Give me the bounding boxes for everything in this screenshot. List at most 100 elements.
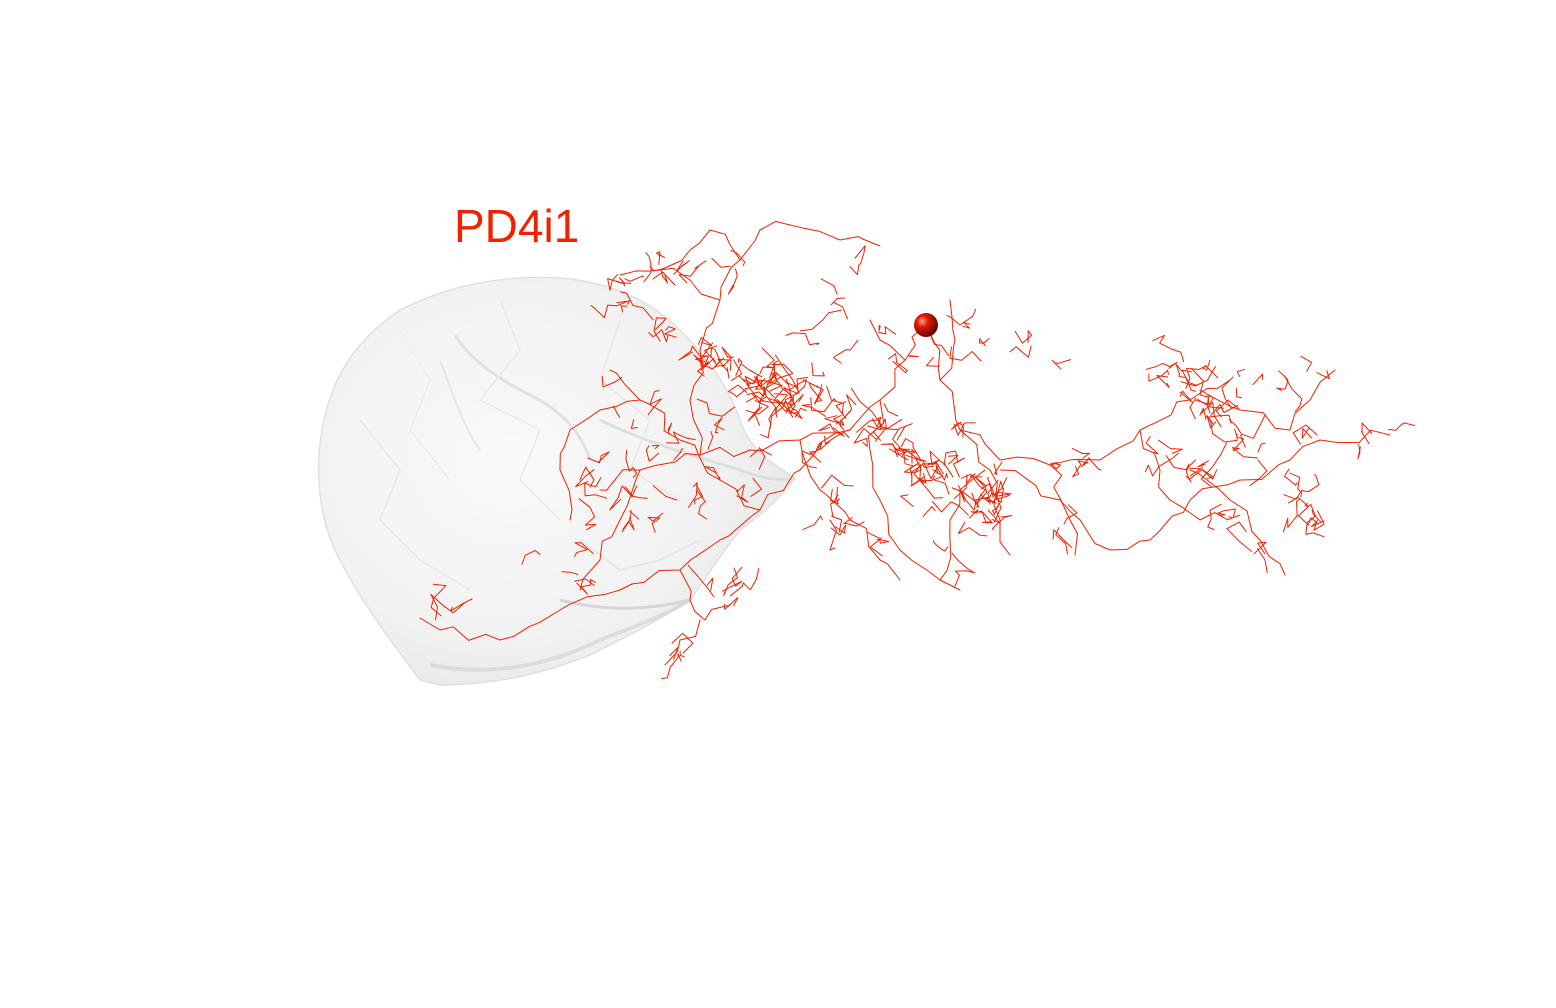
arbor-twig: [947, 455, 959, 465]
arbor-twig: [896, 423, 913, 441]
arbor-twig: [820, 278, 838, 295]
arbor-twig: [898, 447, 921, 461]
arbor-twig: [1301, 427, 1312, 439]
arbor-twig: [1232, 428, 1245, 452]
arbor-twig: [574, 542, 594, 558]
arbor-twig: [759, 347, 775, 375]
arbor-twig: [1080, 457, 1102, 471]
arbor-twig: [645, 445, 660, 462]
arbor-twig: [620, 305, 627, 313]
arbor-twig: [1215, 399, 1240, 418]
arbor-twig: [612, 405, 621, 418]
arbor-twig: [661, 653, 682, 679]
arbor-twig: [878, 324, 881, 332]
arbor-twig: [785, 332, 820, 346]
arbor-twig: [679, 650, 685, 657]
arbor-twig: [1196, 398, 1224, 409]
arbor-twig: [575, 469, 595, 488]
arbor-twig: [903, 448, 916, 467]
arbor-twig: [574, 578, 595, 586]
arbor-twig: [925, 356, 940, 367]
arbor-twig: [949, 346, 982, 362]
arbor-twig: [935, 466, 949, 481]
arbor-twig: [711, 258, 731, 268]
arbor-twig: [783, 387, 799, 411]
arbor-twig: [1200, 401, 1222, 428]
arbor-twig: [758, 447, 766, 470]
arbor-twig: [966, 473, 983, 483]
arbor-twig: [970, 511, 993, 524]
arbor-twig: [794, 407, 807, 418]
arbor-twig: [1144, 452, 1179, 477]
arbor-twig: [1055, 527, 1068, 555]
arbor-twig: [918, 472, 927, 484]
arbor-twig: [624, 275, 644, 282]
arbor-twig: [1175, 364, 1197, 392]
arbor-twig: [1284, 375, 1303, 413]
arbor-twig: [835, 401, 847, 419]
arbor-twig: [1050, 462, 1061, 470]
neuropil-mesh: [317, 276, 797, 686]
arbor-twig: [616, 300, 630, 305]
arbor-twig: [649, 266, 669, 284]
arbor-twig: [824, 432, 850, 445]
arbor-twig: [745, 400, 769, 415]
arbor-twig: [673, 260, 690, 275]
arbor-twig: [935, 461, 944, 475]
arbor-twig: [746, 373, 778, 397]
arbor-branch: [689, 220, 881, 456]
arbor-twig: [767, 360, 794, 385]
arbor-twig: [789, 398, 800, 414]
arbor-twig: [1014, 330, 1033, 344]
arbor-twig: [1207, 503, 1222, 531]
arbor-twig: [678, 345, 704, 361]
arbor-twig: [590, 301, 628, 319]
arbor-twig: [818, 423, 845, 437]
arbor-twig: [747, 414, 760, 426]
arbor-twig: [625, 450, 637, 478]
arbor-twig: [587, 451, 610, 464]
arbor-twig: [521, 550, 541, 565]
arbor-twig: [957, 521, 988, 537]
arbor-twig: [895, 448, 911, 452]
arbor-twig: [1240, 414, 1266, 448]
arbor-twig: [993, 493, 1002, 523]
arbor-twig: [811, 362, 825, 377]
arbor-twig: [980, 483, 994, 498]
arbor-twig: [1201, 360, 1219, 379]
arbor-branch: [925, 324, 1231, 466]
arbor-twig: [830, 486, 839, 505]
arbor-twig: [991, 495, 1010, 504]
arbor-twig: [910, 464, 925, 487]
arbor-twig: [717, 358, 732, 379]
arbor-twig: [1226, 521, 1252, 552]
arbor-twig: [1257, 548, 1268, 574]
arbor-twig: [578, 498, 597, 531]
arbor-twig: [1257, 442, 1266, 453]
arbor-twig: [1235, 387, 1243, 399]
arbor-twig: [1292, 424, 1318, 445]
arbor-twig: [991, 515, 1013, 531]
arbor-twig: [1185, 463, 1203, 480]
arbor-twig: [687, 564, 715, 598]
arbor-twig: [1180, 366, 1216, 387]
arbor-twig: [1206, 414, 1232, 424]
arbor-twig: [1189, 397, 1197, 420]
arbor-twig: [843, 517, 865, 527]
arbor-twig: [808, 382, 824, 405]
arbor-twig: [880, 443, 901, 458]
arbor-twig: [856, 419, 882, 433]
arbor-twig: [1252, 373, 1264, 385]
arbor-twig: [826, 385, 844, 416]
neuron-soma: [914, 313, 938, 337]
arbor-twig: [710, 347, 725, 366]
arbor-twig: [883, 403, 899, 417]
arbor-twig: [736, 484, 749, 503]
arbor-twig: [809, 441, 830, 463]
arbor-twig: [900, 438, 922, 462]
arbor-twig: [609, 485, 638, 511]
arbor-twig: [656, 251, 666, 265]
arbor-twig: [1253, 541, 1267, 555]
arbor-twig: [1156, 375, 1170, 389]
arbor-twig: [899, 450, 909, 461]
